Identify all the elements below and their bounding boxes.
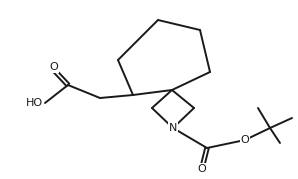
Text: O: O [198,164,207,174]
Text: O: O [240,135,249,145]
Text: HO: HO [26,98,43,108]
Text: N: N [169,123,177,133]
Text: O: O [50,62,58,72]
